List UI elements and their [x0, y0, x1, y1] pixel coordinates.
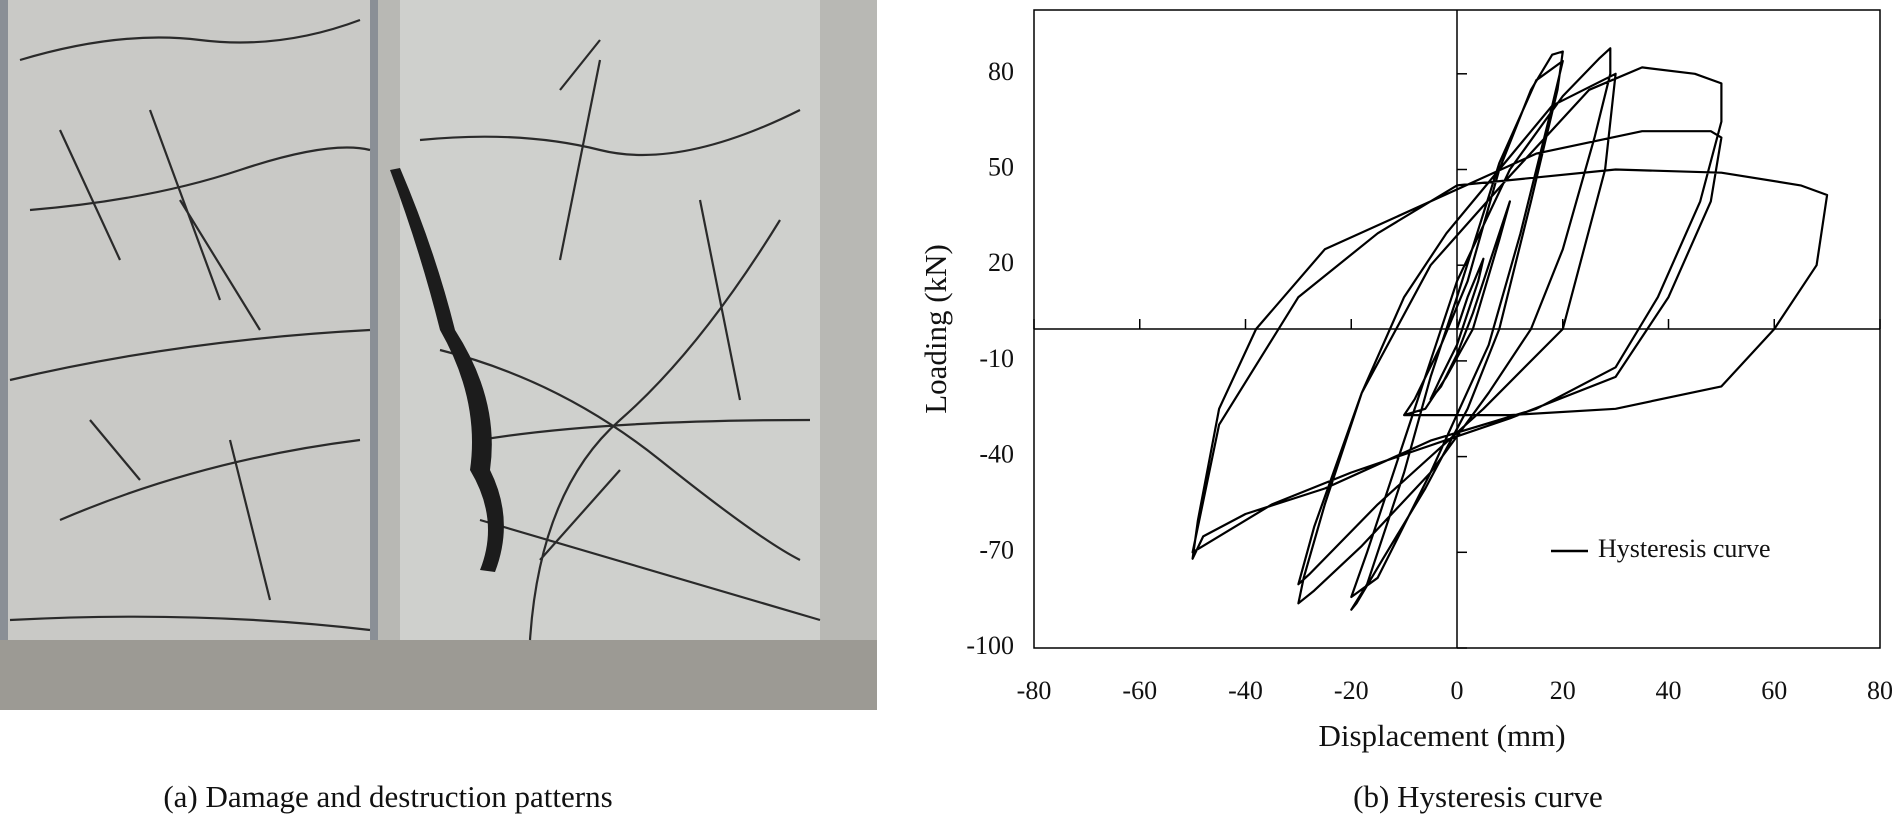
x-tick-label: -40 [1228, 676, 1263, 705]
y-tick-label: 80 [988, 57, 1014, 86]
x-tick-label: 80 [1867, 676, 1893, 705]
specimen-left [8, 0, 370, 690]
x-tick-label: 0 [1451, 676, 1464, 705]
base-rubble [0, 640, 877, 710]
x-tick-label: -60 [1122, 676, 1157, 705]
x-tick-label: 40 [1656, 676, 1682, 705]
legend-label: Hysteresis curve [1598, 534, 1771, 563]
photo [0, 0, 877, 710]
hysteresis-line [1191, 47, 1829, 611]
y-tick-label: 50 [988, 152, 1014, 181]
cracks [419, 39, 821, 641]
y-tick-label: 20 [988, 248, 1014, 277]
x-tick-label: -20 [1334, 676, 1369, 705]
specimen-right [400, 0, 820, 650]
caption: (b) Hysteresis curve [1353, 779, 1603, 814]
x-tick-label: -80 [1017, 676, 1052, 705]
caption: (a) Damage and destruction patterns [163, 779, 612, 814]
x-tick-label: 20 [1550, 676, 1576, 705]
y-tick-label: -100 [966, 631, 1014, 660]
y-tick-label: -40 [979, 440, 1014, 469]
major-crack [390, 168, 504, 572]
y-tick-label: -70 [979, 535, 1014, 564]
cracks [9, 18, 371, 632]
y-tick-label: -10 [979, 344, 1014, 373]
x-tick-label: 60 [1761, 676, 1787, 705]
x-axis-label: Displacement (mm) [1318, 718, 1565, 753]
y-axis-label: Loading (kN) [918, 244, 953, 414]
